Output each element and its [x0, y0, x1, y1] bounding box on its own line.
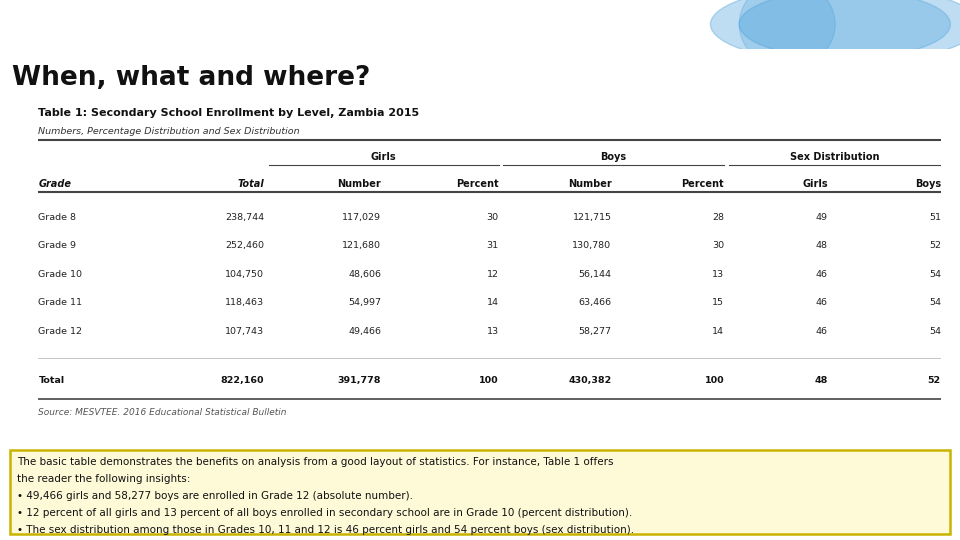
- Text: 822,160: 822,160: [221, 376, 264, 385]
- Text: 15: 15: [712, 299, 724, 307]
- Text: 46: 46: [816, 299, 828, 307]
- Text: the reader the following insights:: the reader the following insights:: [17, 474, 190, 484]
- Text: Table 1: Secondary School Enrollment by Level, Zambia 2015: Table 1: Secondary School Enrollment by …: [38, 108, 420, 118]
- Text: 238,744: 238,744: [225, 213, 264, 222]
- Text: • 49,466 girls and 58,277 boys are enrolled in Grade 12 (absolute number).: • 49,466 girls and 58,277 boys are enrol…: [17, 491, 413, 501]
- Text: 118,463: 118,463: [225, 299, 264, 307]
- Text: 121,715: 121,715: [572, 213, 612, 222]
- Text: 52: 52: [927, 376, 941, 385]
- Text: 54: 54: [928, 270, 941, 279]
- Text: 12: 12: [487, 270, 498, 279]
- Text: 391,778: 391,778: [338, 376, 381, 385]
- Ellipse shape: [739, 0, 950, 58]
- Text: When, what and where?: When, what and where?: [12, 65, 370, 91]
- Text: 14: 14: [487, 299, 498, 307]
- Text: 49,466: 49,466: [348, 327, 381, 336]
- Text: 430,382: 430,382: [568, 376, 612, 385]
- Text: 48: 48: [815, 376, 828, 385]
- Text: 46: 46: [816, 270, 828, 279]
- Text: 63,466: 63,466: [578, 299, 612, 307]
- Text: Grade 8: Grade 8: [38, 213, 77, 222]
- Text: 46: 46: [816, 327, 828, 336]
- Text: 48,606: 48,606: [348, 270, 381, 279]
- Text: 56,144: 56,144: [579, 270, 612, 279]
- Text: 52: 52: [928, 241, 941, 251]
- Text: 14: 14: [712, 327, 724, 336]
- Text: 121,680: 121,680: [343, 241, 381, 251]
- Ellipse shape: [710, 0, 960, 63]
- Text: Grade 9: Grade 9: [38, 241, 77, 251]
- Text: 51: 51: [928, 213, 941, 222]
- Text: 48: 48: [816, 241, 828, 251]
- Text: Girls: Girls: [371, 152, 396, 162]
- Text: 30: 30: [712, 241, 724, 251]
- Text: Total: Total: [237, 179, 264, 189]
- Ellipse shape: [739, 0, 835, 68]
- Text: 28: 28: [712, 213, 724, 222]
- Text: 30: 30: [487, 213, 498, 222]
- Text: 13: 13: [487, 327, 498, 336]
- Text: • The sex distribution among those in Grades 10, 11 and 12 is 46 percent girls a: • The sex distribution among those in Gr…: [17, 525, 635, 535]
- Text: 54: 54: [928, 299, 941, 307]
- Text: Number: Number: [338, 179, 381, 189]
- Text: 54,997: 54,997: [348, 299, 381, 307]
- Text: 31: 31: [487, 241, 498, 251]
- Text: 49: 49: [816, 213, 828, 222]
- Text: Grade 12: Grade 12: [38, 327, 83, 336]
- Text: Girls: Girls: [803, 179, 828, 189]
- Text: Percent: Percent: [456, 179, 498, 189]
- Text: Sex Distribution: Sex Distribution: [790, 152, 879, 162]
- Text: Grade: Grade: [38, 179, 71, 189]
- Text: 100: 100: [479, 376, 498, 385]
- FancyBboxPatch shape: [10, 450, 950, 534]
- Text: Numbers, Percentage Distribution and Sex Distribution: Numbers, Percentage Distribution and Sex…: [38, 126, 300, 136]
- Text: 100: 100: [705, 376, 724, 385]
- Text: 104,750: 104,750: [225, 270, 264, 279]
- Text: The basic table demonstrates the benefits on analysis from a good layout of stat: The basic table demonstrates the benefit…: [17, 457, 613, 467]
- Text: 54: 54: [928, 327, 941, 336]
- Text: 58,277: 58,277: [579, 327, 612, 336]
- Text: Source: MESVTEE. 2016 Educational Statistical Bulletin: Source: MESVTEE. 2016 Educational Statis…: [38, 408, 287, 417]
- Text: Percent: Percent: [682, 179, 724, 189]
- Text: 252,460: 252,460: [225, 241, 264, 251]
- Text: 117,029: 117,029: [343, 213, 381, 222]
- Text: 107,743: 107,743: [225, 327, 264, 336]
- Text: 130,780: 130,780: [572, 241, 612, 251]
- Text: Boys: Boys: [915, 179, 941, 189]
- Text: Total: Total: [38, 376, 64, 385]
- Text: Boys: Boys: [601, 152, 627, 162]
- Text: • 12 percent of all girls and 13 percent of all boys enrolled in secondary schoo: • 12 percent of all girls and 13 percent…: [17, 508, 633, 518]
- Text: Grade 10: Grade 10: [38, 270, 83, 279]
- Text: 13: 13: [712, 270, 724, 279]
- Text: Grade 11: Grade 11: [38, 299, 83, 307]
- Text: Number: Number: [567, 179, 612, 189]
